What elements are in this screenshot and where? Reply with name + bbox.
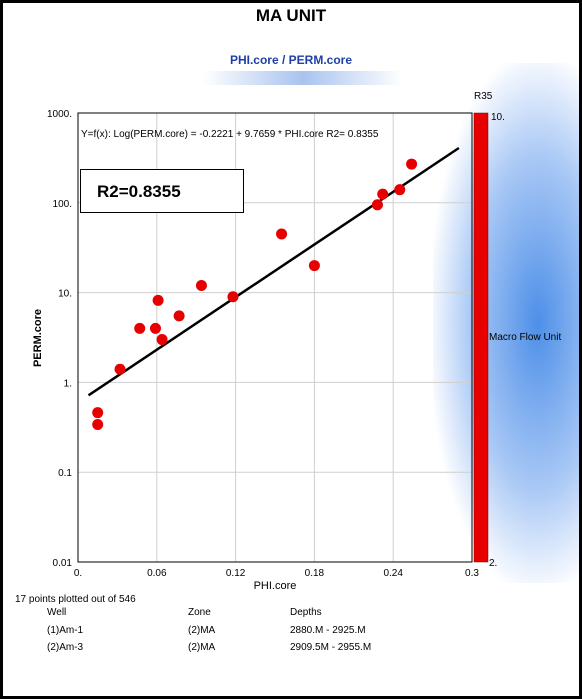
scatter-plot: 0. 0.06 0.12 0.18 0.24 0.3 1000. 100. 10. 1. 0.1 0.… — [3, 3, 579, 696]
y-tick-label: 1000. — [47, 109, 72, 120]
data-point — [196, 280, 207, 291]
fit-equation: Y=f(x): Log(PERM.core) = -0.2221 + 9.765… — [81, 129, 379, 140]
data-point — [372, 199, 383, 210]
data-point — [377, 189, 388, 200]
data-point — [406, 159, 417, 170]
data-point — [115, 364, 126, 375]
y-tick-label: 10. — [58, 289, 72, 300]
y-tick-label: 0.1 — [58, 468, 72, 479]
data-point — [276, 228, 287, 239]
y-tick-label: 100. — [53, 199, 72, 210]
data-point — [227, 291, 238, 302]
x-tick-label: 0.06 — [147, 568, 167, 579]
x-tick-label: 0.24 — [383, 568, 403, 579]
colorbar-max-label: 10. — [491, 112, 505, 123]
row-1-well: (1)Am-1 — [47, 625, 83, 636]
colorbar-min-label: 2. — [489, 558, 497, 569]
points-summary: 17 points plotted out of 546 — [15, 594, 136, 605]
colorbar-title: R35 — [474, 91, 493, 102]
colorbar — [474, 113, 488, 562]
data-point — [394, 184, 405, 195]
row-2-zone: (2)MA — [188, 642, 215, 653]
row-1-depths: 2880.M - 2925.M — [290, 625, 366, 636]
x-tick-label: 0.18 — [305, 568, 325, 579]
y-tick-label: 0.01 — [53, 558, 73, 569]
x-tick-label: 0.3 — [465, 568, 479, 579]
data-point — [309, 260, 320, 271]
row-1-zone: (2)MA — [188, 625, 215, 636]
y-tick-label: 1. — [64, 378, 72, 389]
row-2-well: (2)Am-3 — [47, 642, 83, 653]
y-axis-label: PERM.core — [32, 309, 44, 367]
data-point — [150, 323, 161, 334]
data-point — [92, 419, 103, 430]
r2-callout: R2=0.8355 — [80, 169, 244, 213]
data-point — [157, 334, 168, 345]
data-point — [174, 310, 185, 321]
colorbar-label: Macro Flow Unit — [489, 332, 561, 343]
x-tick-label: 0. — [74, 568, 82, 579]
data-point — [92, 407, 103, 418]
x-axis-label: PHI.core — [254, 580, 297, 592]
data-point — [134, 323, 145, 334]
header-depths: Depths — [290, 607, 322, 618]
data-point — [153, 295, 164, 306]
row-2-depths: 2909.5M - 2955.M — [290, 642, 371, 653]
x-tick-label: 0.12 — [226, 568, 246, 579]
header-zone: Zone — [188, 607, 211, 618]
header-well: Well — [47, 607, 66, 618]
